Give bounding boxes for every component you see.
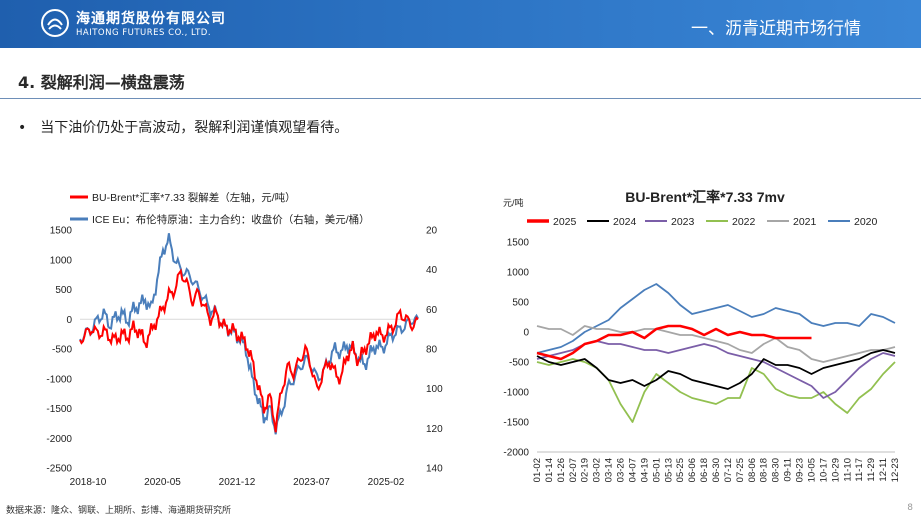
series-line-2022 [536,358,896,423]
legend-label-2024: 2024 [613,216,637,228]
x-tick-label: 12-23 [890,458,901,482]
x-tick-label: 03-26 [616,458,627,482]
y-tick-label: 1500 [507,238,530,249]
legend-label-2025: 2025 [553,216,577,228]
right-y-axis: 20 40 60 80 100 120 140 [426,226,443,475]
company-name-cn: 海通期货股份有限公司 [76,11,226,27]
y-tick-label: 1000 [507,268,530,279]
seasonal-crack-spread-chart: BU-Brent*汇率*7.33 7mv 元/吨 2025 2024 2023 202… [503,189,901,482]
x-tick-label: 03-02 [592,458,603,482]
right-y-tick-label: 80 [426,345,438,356]
x-tick-label: 2025-02 [368,477,405,488]
x-tick-label: 2023-07 [293,477,330,488]
x-tick-label: 11-10 [842,458,853,482]
series-line-2024 [536,349,896,390]
series-line-2023 [536,340,896,399]
x-tick-label: 02-07 [568,458,579,482]
bullet-text: 当下油价仍处于高波动，裂解利润谨慎观望看待。 [40,120,349,136]
company-name-en: HAITONG FUTURES CO., LTD. [76,28,212,38]
legend-label-2021: 2021 [793,216,817,228]
x-tick-label: 11-29 [866,458,877,482]
bullet-point: • 当下油价仍处于高波动，裂解利润谨慎观望看待。 [18,117,348,137]
data-source-note: 数据来源：隆众、钢联、上期所、彭博、海通期货研究所 [6,506,232,516]
series-line-2025 [536,324,812,361]
left-y-tick-label: -500 [52,345,72,356]
left-y-tick-label: -2000 [46,434,72,445]
series-crack-spread-line [79,268,419,433]
x-tick-label: 07-25 [735,458,746,482]
x-tick-label: 06-06 [687,458,698,482]
x-tick-label: 12-11 [878,458,889,482]
x-tick-label: 02-19 [580,458,591,482]
left-y-tick-label: 1000 [50,255,73,266]
left-y-tick-label: 0 [66,315,72,326]
left-y-tick-label: -1500 [46,404,72,415]
x-tick-label: 01-02 [532,458,543,482]
y-tick-label: 0 [523,328,529,339]
x-tick-label: 2020-05 [144,477,181,488]
right-chart-x-axis: 01-02 01-14 01-26 02-07 02-19 03-02 03-14 03-26… [532,451,901,482]
left-y-tick-label: -1000 [46,374,72,385]
series-line-2020 [536,283,896,354]
legend-label-2022: 2022 [732,216,756,228]
x-tick-label: 05-25 [675,458,686,482]
right-chart-y-axis: 1500 1000 500 0 -500 -1000 -1500 -2000 [503,238,529,459]
x-tick-label: 10-29 [830,458,841,482]
x-tick-label: 08-30 [771,458,782,482]
y-tick-label: -1500 [503,418,529,429]
right-y-tick-label: 40 [426,265,438,276]
x-tick-label: 01-26 [556,458,567,482]
x-tick-label: 04-19 [639,458,650,482]
x-tick-label: 10-05 [807,458,818,482]
title-divider [0,98,921,99]
legend-red-label: BU-Brent*汇率*7.33 裂解差（左轴，元/吨） [92,191,296,204]
x-tick-label: 01-14 [544,458,555,482]
left-y-tick-label: -2500 [46,464,72,475]
y-tick-label: -1000 [503,388,529,399]
legend-label-2023: 2023 [671,216,695,228]
x-tick-label: 08-18 [759,458,770,482]
x-tick-label: 09-23 [795,458,806,482]
company-logo: 海通期货股份有限公司 HAITONG FUTURES CO., LTD. [40,6,240,42]
page-number: 8 [907,503,913,513]
x-tick-label: 03-14 [604,458,615,482]
right-y-tick-label: 120 [426,424,443,435]
x-tick-label: 09-11 [783,458,794,482]
x-tick-label: 04-07 [628,458,639,482]
x-tick-label: 2018-10 [70,477,107,488]
right-chart-ylabel: 元/吨 [503,197,524,208]
right-chart-legend: 2025 2024 2023 2022 2021 2020 [527,216,878,228]
right-y-tick-label: 140 [426,464,443,475]
left-x-axis: 2018-10 2020-05 2021-12 2023-07 2025-02 [70,477,405,488]
x-tick-label: 08-06 [747,458,758,482]
x-tick-label: 07-12 [723,458,734,482]
right-chart-title: BU-Brent*汇率*7.33 7mv [625,189,785,205]
right-y-tick-label: 20 [426,226,438,237]
x-tick-label: 06-18 [699,458,710,482]
legend-label-2020: 2020 [854,216,878,228]
left-y-axis: 1500 1000 500 0 -500 -1000 -1500 -2000 -2500 [46,226,72,475]
slide-title: 4. 裂解利润—横盘震荡 [18,73,185,92]
x-tick-label: 10-17 [818,458,829,482]
section-header-title: 一、沥青近期市场行情 [691,19,861,39]
x-tick-label: 05-01 [651,458,662,482]
x-tick-label: 11-17 [854,458,865,482]
series-line-2021 [536,325,896,363]
crack-spread-vs-brent-chart: BU-Brent*汇率*7.33 裂解差（左轴，元/吨） ICE Eu：布伦特原… [46,191,443,488]
header-bar: 海通期货股份有限公司 HAITONG FUTURES CO., LTD. 一、沥… [0,0,921,48]
right-y-tick-label: 100 [426,384,443,395]
right-y-tick-label: 60 [426,305,438,316]
y-tick-label: 500 [512,298,529,309]
right-chart-series [536,283,896,423]
y-tick-label: -2000 [503,448,529,459]
x-tick-label: 05-13 [663,458,674,482]
y-tick-label: -500 [509,358,529,369]
legend-blue-label: ICE Eu：布伦特原油：主力合约：收盘价（右轴，美元/桶） [92,213,370,226]
bullet-dot-icon: • [18,120,27,136]
x-tick-label: 06-30 [711,458,722,482]
x-tick-label: 2021-12 [219,477,256,488]
left-y-tick-label: 500 [55,285,72,296]
logo-mark-icon [41,9,69,37]
left-y-tick-label: 1500 [50,226,73,237]
